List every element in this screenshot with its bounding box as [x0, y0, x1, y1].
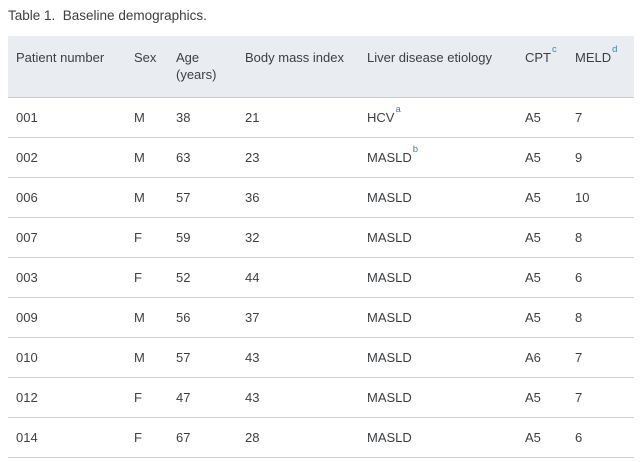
table-caption: Table 1. Baseline demographics. — [8, 8, 207, 23]
cell-patient-number: 001 — [8, 97, 126, 138]
cell-age: 57 — [168, 177, 237, 218]
cell-age: 59 — [168, 217, 237, 258]
column-header-sex: Sex — [126, 36, 168, 98]
cell-age: 56 — [168, 297, 237, 338]
column-header-etiology: Liver disease etiology — [359, 36, 517, 98]
cell-bmi: 43 — [237, 377, 359, 418]
footnote-marker-c: c — [552, 43, 557, 55]
cell-sex: M — [126, 297, 168, 338]
cell-cpt: A5 — [517, 377, 567, 418]
cell-etiology: MASLD — [359, 417, 517, 458]
cell-sex: F — [126, 217, 168, 258]
cell-bmi: 37 — [237, 297, 359, 338]
cell-bmi: 32 — [237, 217, 359, 258]
cell-meld: 6 — [567, 417, 634, 458]
table-row: 001 M 38 21 HCVa A5 7 — [8, 97, 634, 138]
cell-bmi: 28 — [237, 417, 359, 458]
column-header-bmi: Body mass index — [237, 36, 359, 98]
column-header-label: Sex — [134, 50, 157, 65]
cell-sex: M — [126, 337, 168, 378]
cell-patient-number: 007 — [8, 217, 126, 258]
cell-text: HCV — [367, 110, 395, 125]
cell-patient-number: 014 — [8, 417, 126, 458]
cell-age: 52 — [168, 257, 237, 298]
footnote-marker-a: a — [395, 103, 401, 115]
cell-etiology: MASLDb — [359, 137, 517, 178]
table-row: 007 F 59 32 MASLD A5 8 — [8, 217, 634, 258]
cell-age: 38 — [168, 97, 237, 138]
cell-sex: F — [126, 417, 168, 458]
cell-etiology: MASLD — [359, 377, 517, 418]
column-header-label: Body mass index — [245, 50, 344, 65]
cell-meld: 8 — [567, 217, 634, 258]
cell-cpt: A6 — [517, 337, 567, 378]
cell-text: MASLD — [367, 150, 412, 165]
cell-age: 47 — [168, 377, 237, 418]
cell-meld: 10 — [567, 177, 634, 218]
cell-bmi: 21 — [237, 97, 359, 138]
cell-meld: 7 — [567, 377, 634, 418]
cell-sex: M — [126, 137, 168, 178]
cell-patient-number: 012 — [8, 377, 126, 418]
cell-patient-number: 003 — [8, 257, 126, 298]
table-row: 009 M 56 37 MASLD A5 8 — [8, 297, 634, 338]
table-row: 010 M 57 43 MASLD A6 7 — [8, 337, 634, 378]
cell-age: 67 — [168, 417, 237, 458]
cell-bmi: 44 — [237, 257, 359, 298]
cell-etiology: MASLD — [359, 257, 517, 298]
cell-meld: 6 — [567, 257, 634, 298]
cell-cpt: A5 — [517, 417, 567, 458]
cell-cpt: A5 — [517, 257, 567, 298]
cell-sex: M — [126, 97, 168, 138]
cell-cpt: A5 — [517, 97, 567, 138]
cell-age: 63 — [168, 137, 237, 178]
table-header-row: Patient number Sex Age (years) Body mass ind… — [8, 36, 634, 98]
cell-sex: F — [126, 377, 168, 418]
footnote-marker-b: b — [412, 143, 419, 155]
demographics-table: Patient number Sex Age (years) Body mass ind… — [8, 36, 634, 458]
cell-patient-number: 010 — [8, 337, 126, 378]
column-header-label: Age — [176, 50, 200, 65]
cell-etiology: MASLD — [359, 297, 517, 338]
cell-cpt: A5 — [517, 177, 567, 218]
footnote-marker-d: d — [612, 43, 618, 55]
column-header-patient-number: Patient number — [8, 36, 126, 98]
cell-cpt: A5 — [517, 137, 567, 178]
cell-etiology: MASLD — [359, 177, 517, 218]
column-header-meld: MELDd — [567, 36, 634, 98]
cell-etiology: HCVa — [359, 97, 517, 138]
cell-meld: 9 — [567, 137, 634, 178]
cell-bmi: 23 — [237, 137, 359, 178]
cell-sex: M — [126, 177, 168, 218]
cell-patient-number: 006 — [8, 177, 126, 218]
table-row: 002 M 63 23 MASLDb A5 9 — [8, 137, 634, 178]
cell-patient-number: 009 — [8, 297, 126, 338]
table-row: 003 F 52 44 MASLD A5 6 — [8, 257, 634, 298]
table-row: 014 F 67 28 MASLD A5 6 — [8, 417, 634, 458]
column-header-label: Patient number — [16, 50, 105, 65]
cell-meld: 8 — [567, 297, 634, 338]
cell-meld: 7 — [567, 337, 634, 378]
table-row: 006 M 57 36 MASLD A5 10 — [8, 177, 634, 218]
cell-patient-number: 002 — [8, 137, 126, 178]
column-header-label: CPT — [525, 50, 551, 65]
column-header-age: Age (years) — [168, 36, 237, 98]
table-row: 012 F 47 43 MASLD A5 7 — [8, 377, 634, 418]
cell-bmi: 43 — [237, 337, 359, 378]
column-header-sublabel: (years) — [176, 67, 217, 82]
cell-sex: F — [126, 257, 168, 298]
column-header-label: MELD — [575, 50, 612, 65]
column-header-label: Liver disease etiology — [367, 50, 493, 65]
cell-age: 57 — [168, 337, 237, 378]
cell-bmi: 36 — [237, 177, 359, 218]
cell-etiology: MASLD — [359, 217, 517, 258]
cell-cpt: A5 — [517, 217, 567, 258]
cell-cpt: A5 — [517, 297, 567, 338]
column-header-cpt: CPTc — [517, 36, 567, 98]
cell-etiology: MASLD — [359, 337, 517, 378]
cell-meld: 7 — [567, 97, 634, 138]
